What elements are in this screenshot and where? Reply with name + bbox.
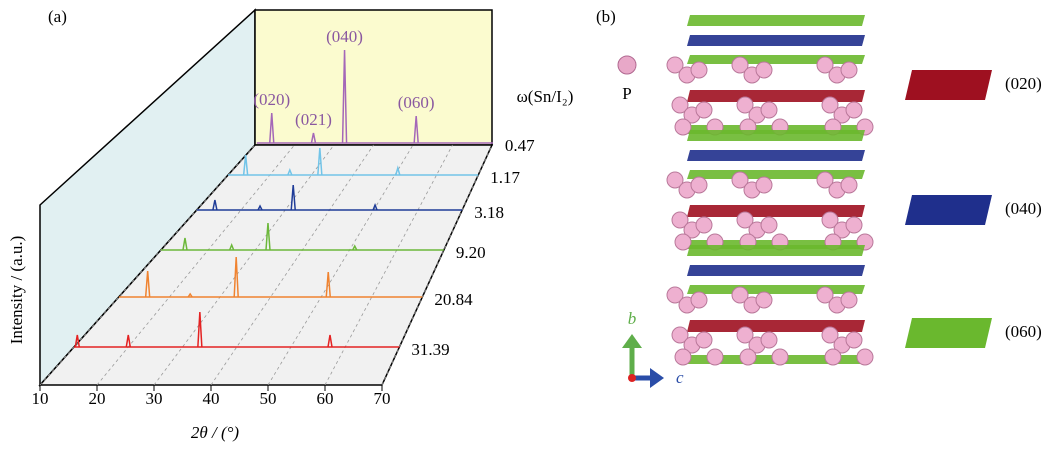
atom <box>772 349 788 365</box>
atom <box>825 349 841 365</box>
atom-icon <box>618 56 636 74</box>
atom <box>841 292 857 308</box>
series-label: 3.18 <box>474 203 504 222</box>
atom <box>761 332 777 348</box>
plane-slab <box>687 205 865 217</box>
peak-label: (060) <box>398 93 435 112</box>
atom <box>707 349 723 365</box>
legend-swatch <box>905 70 992 100</box>
series-label: 31.39 <box>411 340 449 359</box>
x-tick-label: 60 <box>317 389 334 408</box>
peak-label: (020) <box>253 90 290 109</box>
legend-label: (060) <box>1005 322 1042 341</box>
atom <box>756 292 772 308</box>
panel-label: (a) <box>48 7 67 26</box>
x-tick-label: 50 <box>260 389 277 408</box>
legend-swatch <box>905 318 992 348</box>
b-label: b <box>628 309 637 328</box>
atom <box>761 217 777 233</box>
atom <box>756 177 772 193</box>
atom <box>740 349 756 365</box>
atom <box>691 62 707 78</box>
series-label: 20.84 <box>434 290 473 309</box>
x-tick-label: 30 <box>146 389 163 408</box>
x-tick-label: 70 <box>374 389 391 408</box>
atom <box>675 349 691 365</box>
panel-label: (b) <box>596 7 616 26</box>
legend-swatch <box>905 195 992 225</box>
series-label: 9.20 <box>456 243 486 262</box>
atom <box>696 217 712 233</box>
a-axis-dot <box>628 374 636 382</box>
plane-slab <box>687 90 865 102</box>
plane-slab <box>687 285 865 294</box>
atom <box>696 332 712 348</box>
plane-slab <box>687 245 865 256</box>
legend-label: (040) <box>1005 199 1042 218</box>
back-wall <box>255 10 492 145</box>
peak-label: (021) <box>295 110 332 129</box>
y-axis-title: Intensity / (a.u.) <box>7 236 26 345</box>
atom <box>846 102 862 118</box>
atom <box>761 102 777 118</box>
atom <box>675 234 691 250</box>
plane-slab <box>687 130 865 141</box>
atom <box>857 349 873 365</box>
x-tick-label: 10 <box>32 389 49 408</box>
atom <box>691 292 707 308</box>
figure: (a) 2θ / (°) Intensity / (a.u.) ω(Sn/I₂)… <box>0 0 1059 448</box>
plane-slab <box>687 15 865 26</box>
series-label: 1.17 <box>490 168 520 187</box>
b-arrow-head <box>622 334 642 348</box>
plane-slab <box>687 150 865 161</box>
atom <box>696 102 712 118</box>
x-tick-label: 20 <box>89 389 106 408</box>
atom <box>756 62 772 78</box>
atom <box>846 332 862 348</box>
plane-slab <box>687 35 865 46</box>
legend-label: (020) <box>1005 74 1042 93</box>
atom <box>691 177 707 193</box>
x-axis-title: 2θ / (°) <box>191 423 240 442</box>
plane-slab <box>687 320 865 332</box>
atom <box>841 62 857 78</box>
c-arrow-head <box>650 368 664 388</box>
atom <box>846 217 862 233</box>
plane-slab <box>687 265 865 276</box>
plane-slab <box>687 55 865 64</box>
plane-slab <box>687 170 865 179</box>
atom <box>841 177 857 193</box>
peak-label: (040) <box>326 27 363 46</box>
atom <box>675 119 691 135</box>
c-label: c <box>676 368 684 387</box>
atom-label: P <box>622 84 631 103</box>
crystal-structure <box>667 15 873 365</box>
series-label: 0.47 <box>505 136 535 155</box>
z-axis-title: ω(Sn/I₂) <box>517 87 574 106</box>
x-tick-label: 40 <box>203 389 220 408</box>
